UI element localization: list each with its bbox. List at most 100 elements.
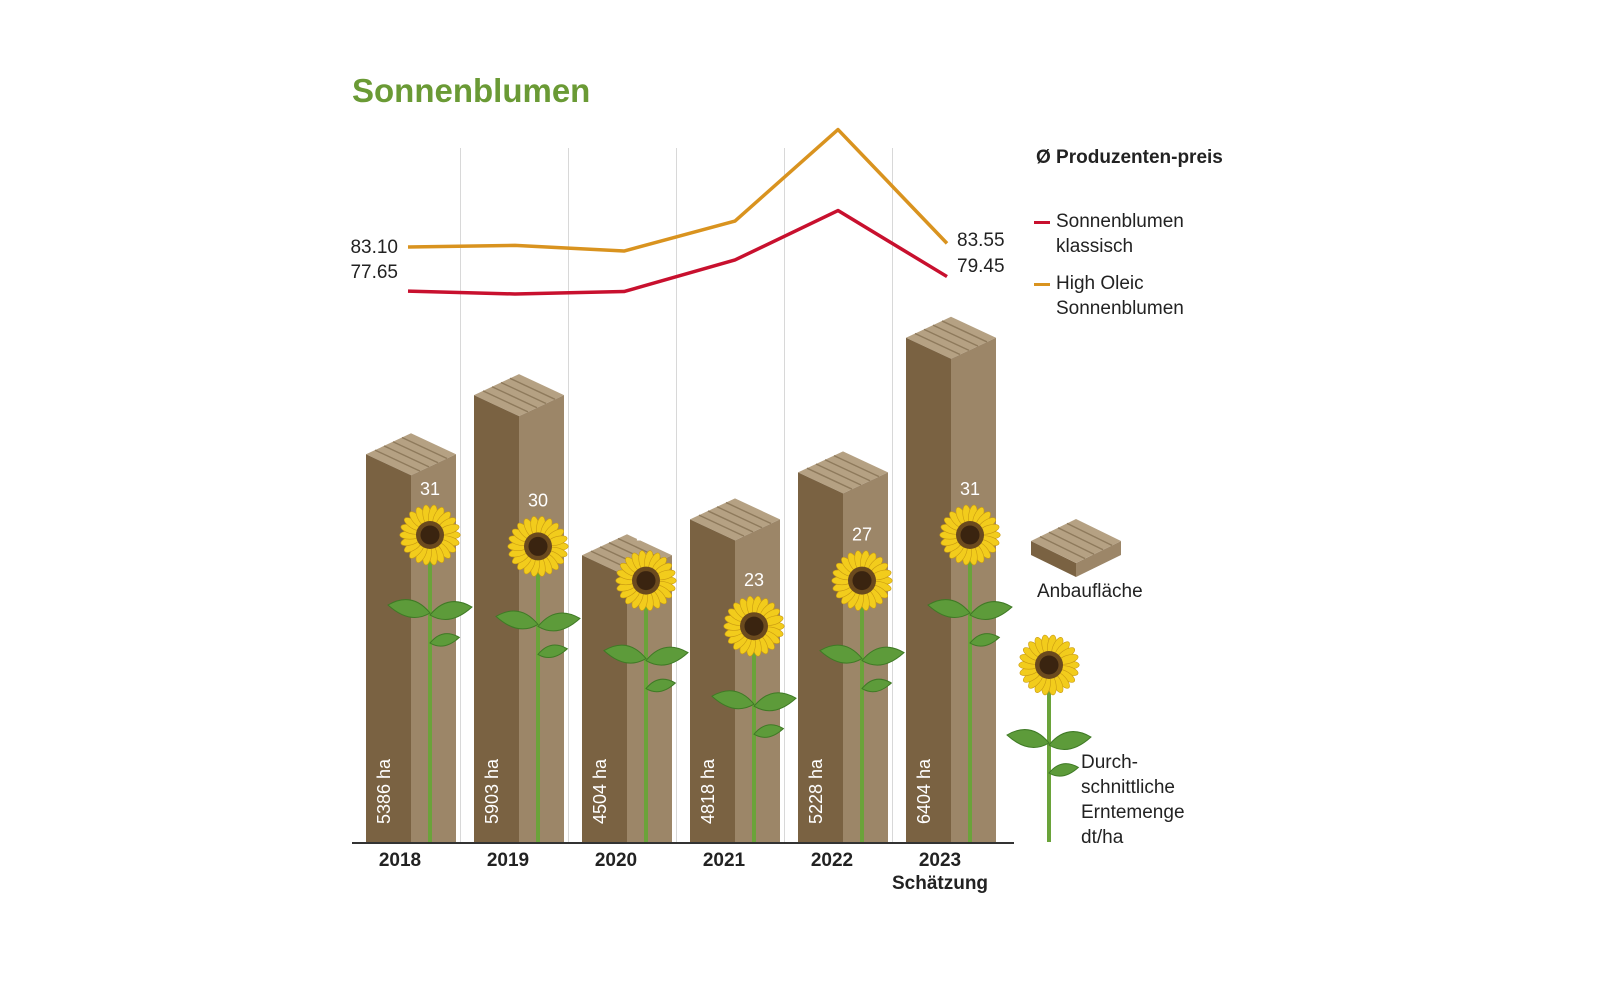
sunflower-leaf (711, 690, 755, 710)
bar-top-plank (509, 377, 556, 400)
sunflower-leaf (603, 644, 647, 664)
bar-top-plank (716, 506, 763, 529)
sunflower-leaf (927, 599, 971, 618)
bar-top-plank (500, 381, 547, 405)
sunflower-head (507, 516, 569, 577)
sunflower-leaf (861, 646, 905, 666)
sunflower-leaf (1006, 729, 1050, 748)
bar-top-plank (833, 454, 880, 478)
bar-face-left (582, 555, 627, 842)
bar-area-label: 6404 ha (914, 758, 934, 824)
bar-face-right (735, 519, 780, 842)
price-label-end-classic: 79.45 (957, 256, 1005, 277)
chart-title: Sonnenblumen (352, 72, 591, 109)
bar-area-label: 4504 ha (590, 758, 610, 824)
bar-face-left (798, 472, 843, 842)
price-line (407, 127, 949, 253)
legend-area-plank (1048, 531, 1095, 555)
bar-face-left (366, 454, 411, 842)
price-label-end-high-oleic: 83.55 (957, 230, 1005, 251)
bar-top-plank (923, 328, 970, 351)
bar-top-plank (698, 514, 745, 537)
sunflower-leaf (861, 678, 893, 693)
bar-area-label: 5386 ha (374, 758, 394, 824)
bar-face-left (690, 519, 735, 842)
bar-top-plank (932, 324, 979, 347)
yield-sunflower (603, 550, 689, 842)
bar-face-right (519, 395, 564, 842)
sunflower-leaf (969, 601, 1013, 620)
legend-area-plank (1039, 535, 1086, 560)
yield-label: 31 (420, 479, 440, 499)
sunflower-leaf (537, 612, 581, 632)
yield-label: 31 (960, 479, 980, 499)
sunflower-leaf (753, 724, 785, 738)
legend-label-area: Anbaufläche (1037, 581, 1143, 602)
sunflower-head (1018, 634, 1080, 696)
bar-face-left (474, 395, 519, 842)
sunflower-leaf (387, 599, 431, 618)
x-tick-sublabel: Schätzung (892, 873, 988, 894)
bar-face-left (906, 337, 951, 842)
sunflower-leaf (495, 610, 539, 630)
bar-top-plank (725, 501, 772, 525)
yield-sunflower (387, 504, 473, 842)
bar-top-plank (815, 463, 862, 486)
bar-2023: 6404 ha (906, 316, 996, 842)
legend-label-yield: Durch-schnittliche Erntemenge dt/ha (1081, 752, 1185, 848)
bar-top-plank (491, 386, 538, 409)
legend-area-face-right (1076, 541, 1121, 577)
sunflower-leaf (969, 633, 1001, 647)
x-tick-label: 2020 (595, 850, 637, 871)
bar-area-label: 5903 ha (482, 758, 502, 824)
legend-label-classic: Sonnenblumen klassisch (1056, 211, 1184, 257)
bar-top-plank (374, 449, 421, 472)
yield-label: 27 (636, 525, 656, 545)
sunflower-leaf (1048, 731, 1092, 750)
yield-label: 30 (528, 490, 548, 510)
sunflower-leaf (819, 644, 863, 664)
sunflower-disc-inner (420, 525, 440, 545)
legend-price-heading: Ø Produzenten-preis (1036, 147, 1223, 168)
legend-swatch-classic (1034, 221, 1050, 224)
sunflower-leaf (537, 644, 569, 659)
bar-top-plank (392, 441, 439, 464)
sunflower-head (399, 504, 461, 566)
yield-sunflower (927, 504, 1013, 842)
x-tick-label: 2023 (919, 850, 961, 871)
yield-sunflower (819, 550, 905, 842)
sunflower-disc-inner (528, 536, 548, 556)
sunflower-leaf (645, 678, 677, 693)
sunflower-leaf (1048, 763, 1080, 777)
yield-label: 23 (744, 570, 764, 590)
x-tick-label: 2018 (379, 850, 421, 871)
yield-sunflower (711, 595, 797, 842)
bar-top-plank (806, 467, 853, 490)
legend-area-top (1031, 519, 1121, 563)
legend-area-icon (1031, 519, 1121, 577)
x-axis-baseline (352, 842, 1014, 844)
bar-area-label: 5228 ha (806, 758, 826, 824)
legend-area-face-left (1031, 541, 1076, 577)
sunflower-disc-inner (744, 616, 764, 636)
legend-area-plank (1057, 527, 1104, 551)
bar-face-right (951, 337, 996, 842)
x-tick-label: 2022 (811, 850, 853, 871)
sunflower-disc-inner (852, 571, 872, 591)
sunflower-leaf (429, 601, 473, 620)
sunflower-leaf (645, 646, 689, 666)
bar-2019: 5903 ha (474, 374, 564, 842)
sunflower-leaf (429, 633, 461, 647)
bar-top-plank (401, 436, 448, 460)
sunflower-disc-inner (1039, 655, 1059, 675)
bar-area-label: 4818 ha (698, 758, 718, 824)
legend-yield-sunflower (1006, 634, 1092, 842)
bar-face-right (627, 555, 672, 842)
sunflower-disc-inner (636, 571, 656, 591)
bar-2021: 4818 ha (690, 498, 780, 842)
sunflower-head (723, 595, 785, 657)
legend-area-plank (1066, 522, 1113, 547)
bar-top-plank (482, 390, 529, 413)
sunflower-disc-inner (960, 525, 980, 545)
